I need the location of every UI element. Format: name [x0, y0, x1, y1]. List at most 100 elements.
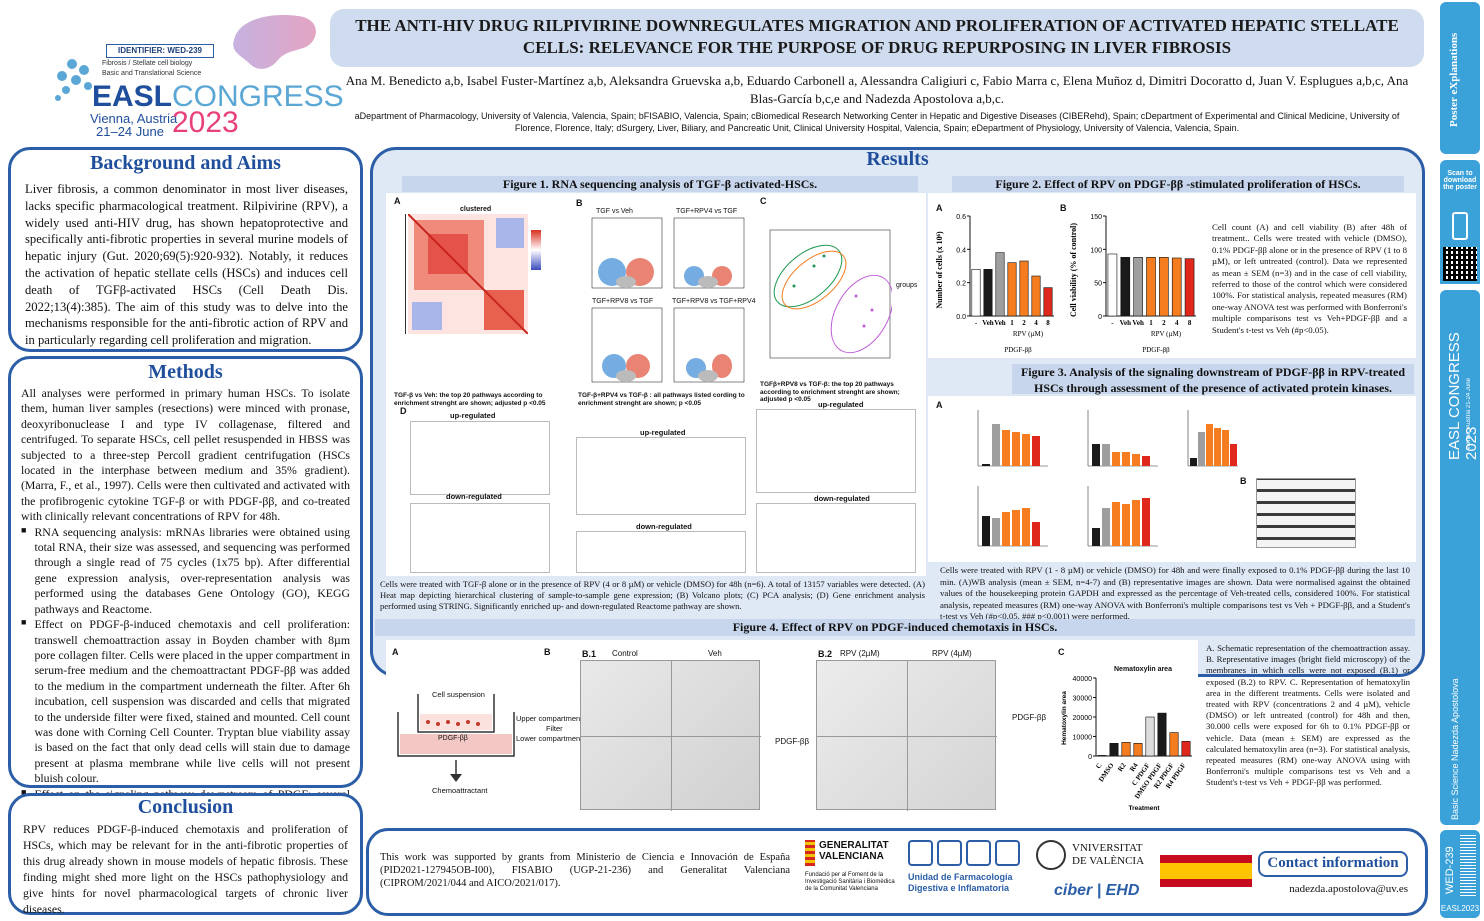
x-tick-label: 1 — [1149, 319, 1153, 327]
code-panel: WED-239 EASL2023 — [1440, 830, 1480, 918]
methods-panel: Methods All analyses were performed in p… — [8, 356, 363, 816]
y-tick-label: 0.2 — [956, 281, 966, 288]
fig2-panel-b: B — [1060, 203, 1067, 213]
heatmap-dendrogram — [396, 214, 406, 334]
heatmap — [408, 214, 528, 334]
ciber-logo-text: ciber | EHD — [1054, 882, 1140, 899]
qr-code[interactable] — [1440, 244, 1480, 284]
author-list: Ana M. Benedicto a,b, Isabel Fuster-Mart… — [345, 73, 1409, 106]
pca-plot — [769, 229, 892, 359]
liver-icon — [233, 15, 316, 69]
enrichment-table-down-1 — [410, 503, 550, 573]
bar — [971, 269, 981, 317]
conclusion-title: Conclusion — [137, 796, 234, 818]
barcode — [1460, 834, 1476, 896]
fig4-b2-label: B.2 — [818, 649, 833, 659]
heatmap-legend — [531, 230, 541, 270]
poster-session-badge: Poster eXplanations — [1440, 2, 1480, 154]
label-lower: Lower compartment — [516, 734, 583, 743]
fig3-caption: Cells were treated with RPV (1 - 8 µM) o… — [940, 565, 1410, 622]
x-tick-label: R2 — [1116, 761, 1128, 773]
cells-logo-icon — [55, 59, 92, 101]
background-panel: Background and Aims Liver fibrosis, a co… — [8, 147, 363, 352]
fig2a-y-label: Number of cells (x 10⁶) — [935, 231, 944, 309]
bar — [1157, 712, 1167, 757]
bar — [1184, 258, 1195, 317]
y-tick-label: 40000 — [1073, 676, 1093, 683]
identifier-category: Basic and Translational Science — [102, 70, 202, 77]
uv-logo: VNIVERSITAT DE VALÈNCIA ciber | EHD — [1036, 838, 1152, 908]
label-pdgf-diagram: PDGF-ββ — [438, 735, 468, 742]
hema-chart-title: Nematoxylin area — [1114, 666, 1172, 673]
contact-email[interactable]: nadezda.apostolova@uv.es — [1289, 883, 1408, 895]
micrograph-b1 — [580, 660, 761, 811]
background-title: Background and Aims — [90, 152, 281, 174]
fig4c-x-label: Treatment — [1128, 805, 1160, 812]
x-tick-label: 4 — [1175, 319, 1179, 327]
x-tick-label: Veh — [982, 319, 994, 327]
d-up-label-1: up-regulated — [450, 411, 496, 420]
fig1-title: Figure 1. RNA sequencing analysis of TGF… — [402, 176, 918, 192]
label-filter: Filter — [546, 724, 563, 733]
x-tick-label: Veh — [994, 319, 1006, 327]
micrograph-b2 — [816, 660, 997, 811]
vertical-authors: Basic Science Nadezda Apostolova — [1450, 678, 1460, 820]
enrichment-table-down-3 — [756, 503, 916, 573]
b2-rpv2-label: RPV (2µM) — [840, 649, 880, 658]
unit-logo-icon — [908, 840, 1020, 866]
bar — [1043, 287, 1053, 317]
bar — [1159, 257, 1169, 317]
d-down-label-3: down-regulated — [814, 494, 870, 503]
fig2b-y-label: Cell viability (% of control) — [1069, 223, 1078, 317]
scan-text: Scan to download the poster — [1443, 170, 1477, 191]
fig4-caption: A. Schematic representation of the chemo… — [1206, 643, 1410, 788]
fig1-panel-b: B — [576, 198, 583, 208]
y-tick-label: 0.0 — [956, 314, 966, 321]
y-tick-label: 0.4 — [956, 247, 966, 254]
fig4c-y-label: Hematoxylin area — [1061, 691, 1068, 745]
volcano3-title: TGF+RPV8 vs TGF — [592, 298, 654, 305]
x-tick-label: C — [1094, 762, 1103, 771]
wb-quant-charts — [977, 410, 1238, 547]
b1-control-label: Control — [612, 649, 638, 658]
methods-bullet-chemotaxis: ■ Effect on PDGF-β-induced chemotaxis an… — [21, 617, 350, 786]
ministerio-logo — [1160, 855, 1252, 887]
congress-dates: 21–24 June — [96, 124, 164, 139]
fig3-panel-a: A — [936, 400, 943, 410]
x-tick-label: 1 — [1010, 319, 1014, 327]
transwell-diagram — [397, 694, 515, 782]
enrichment-table-down-2 — [576, 531, 746, 573]
bottom-code: EASL2023 — [1440, 904, 1480, 913]
bar — [983, 269, 993, 317]
fig2b-rpv-label: RPV (µM) — [1151, 330, 1182, 338]
unit-logo: Unidad de Farmacología Digestiva e Infla… — [906, 838, 1028, 908]
bar — [1107, 253, 1118, 317]
x-tick-label: 2 — [1022, 319, 1026, 327]
congress-year: 2023 — [172, 106, 239, 139]
enrichment-table-up-3 — [756, 409, 916, 493]
download-panel[interactable]: Scan to download the poster — [1440, 160, 1480, 284]
bar — [995, 252, 1005, 317]
y-tick-label: 50 — [1094, 281, 1102, 288]
y-tick-label: 30000 — [1073, 696, 1093, 703]
bar — [1169, 732, 1179, 757]
x-tick-label: Veh — [1132, 319, 1144, 327]
label-cell-suspension: Cell suspension — [432, 690, 485, 699]
gv-logo-sub: Fundació per al Foment de la Investigaci… — [805, 872, 895, 892]
y-tick-label: 0 — [1098, 314, 1102, 321]
b1-veh-label: Veh — [708, 649, 722, 658]
volcano1-title: TGF vs Veh — [596, 208, 633, 215]
bar — [1171, 257, 1182, 317]
fig1-note-a: TGF-β vs Veh: the top 20 pathways accord… — [394, 392, 546, 407]
contact-box — [1258, 851, 1408, 877]
bar — [1121, 742, 1131, 757]
enrichment-table-up-2 — [576, 437, 746, 515]
methods-bullet-rnaseq: ■ RNA sequencing analysis: mRNAs librari… — [21, 524, 350, 616]
fig2a-rpv-label: RPV (µM) — [1013, 330, 1044, 338]
bar — [1007, 262, 1017, 317]
d-down-label-1: down-regulated — [446, 492, 502, 501]
volcano-plots — [591, 217, 745, 383]
bar — [1097, 755, 1107, 757]
